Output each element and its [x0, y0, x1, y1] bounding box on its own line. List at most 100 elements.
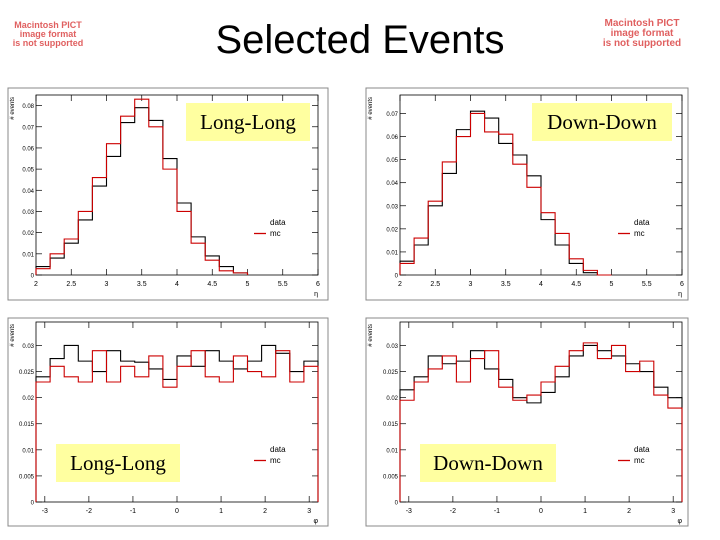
x-tick-label: 2.5 [66, 281, 76, 288]
pict-line-3: is not supported [12, 38, 84, 48]
x-tick-label: 2 [263, 508, 267, 515]
x-axis-label: η [314, 291, 318, 298]
x-tick-label: 2 [398, 281, 402, 288]
y-tick-label: 0.05 [386, 158, 398, 164]
y-tick-label: 0.01 [22, 252, 34, 258]
x-tick-label: 2 [34, 281, 38, 288]
panel-frame [7, 317, 329, 527]
y-tick-label: 0.025 [19, 370, 35, 376]
x-tick-label: -1 [130, 508, 136, 515]
x-axis-label: η [678, 291, 682, 298]
y-axis-label: # events [368, 97, 374, 120]
panel-label-bottom-left: Long-Long [56, 444, 180, 482]
series-mc-line [399, 112, 612, 276]
pict-line-1: Macintosh PICT [604, 18, 680, 29]
y-tick-label: 0.01 [386, 250, 398, 256]
x-tick-label: -3 [42, 508, 48, 515]
x-tick-label: 2 [627, 508, 631, 515]
x-tick-label: 3 [469, 281, 473, 288]
y-tick-label: 0.025 [383, 370, 399, 376]
x-tick-label: 4 [175, 281, 179, 288]
y-tick-label: 0 [395, 274, 399, 280]
legend-label-data: data [270, 445, 286, 454]
pict-placeholder-right: Macintosh PICT image format is not suppo… [582, 19, 702, 49]
x-tick-label: 3 [307, 508, 311, 515]
y-tick-label: 0.015 [19, 422, 35, 428]
x-tick-label: 6 [316, 281, 320, 288]
pict-line-3: is not supported [602, 38, 682, 49]
legend-label-mc: mc [270, 456, 281, 465]
y-tick-label: 0.005 [383, 474, 399, 480]
y-axis-label: # events [10, 324, 16, 347]
y-tick-label: 0.03 [386, 344, 398, 350]
x-axis-label: φ [677, 518, 682, 525]
series-mc-line [35, 350, 319, 502]
x-tick-label: 3 [671, 508, 675, 515]
x-axis-label: φ [313, 518, 318, 525]
x-tick-label: -3 [406, 508, 412, 515]
histogram-panel-4: -3 -2 -1 0 1 2 3 0 0.005 0.01 0.015 0.02 0.025 0.03 φ #… [365, 317, 689, 527]
y-tick-label: 0 [395, 501, 399, 507]
y-tick-label: 0.07 [22, 125, 34, 131]
y-tick-label: 0.01 [22, 448, 34, 454]
x-tick-label: -1 [494, 508, 500, 515]
y-tick-label: 0.03 [22, 210, 34, 216]
x-tick-label: 4 [539, 281, 543, 288]
series-mc-line [35, 98, 249, 275]
x-tick-label: 4.5 [207, 281, 217, 288]
x-tick-label: 3.5 [137, 281, 147, 288]
legend-label-mc: mc [634, 456, 645, 465]
x-tick-label: 5 [246, 281, 250, 288]
y-tick-label: 0.07 [386, 112, 398, 118]
y-tick-label: 0.04 [386, 181, 398, 187]
y-axis-label: # events [10, 97, 16, 120]
y-tick-label: 0.005 [19, 474, 35, 480]
y-tick-label: 0.03 [22, 344, 34, 350]
y-tick-label: 0.03 [386, 204, 398, 210]
legend-label-mc: mc [270, 229, 281, 238]
slide-title: Selected Events [215, 18, 505, 62]
panel-label-bottom-right: Down-Down [420, 444, 556, 482]
x-tick-label: 3.5 [501, 281, 511, 288]
x-tick-label: 5 [610, 281, 614, 288]
y-tick-label: 0 [31, 274, 35, 280]
y-tick-label: 0.02 [22, 231, 34, 237]
x-tick-label: 4.5 [571, 281, 581, 288]
panel-label-top-right: Down-Down [532, 103, 672, 141]
series-mc-line [399, 342, 683, 502]
y-tick-label: 0.02 [386, 227, 398, 233]
y-tick-label: 0.05 [22, 168, 34, 174]
pict-line-1: Macintosh PICT [14, 20, 82, 30]
y-axis-label: # events [368, 324, 374, 347]
panel-frame [365, 317, 689, 527]
y-tick-label: 0.04 [22, 189, 34, 195]
legend-label-data: data [270, 218, 286, 227]
legend-label-data: data [634, 445, 650, 454]
x-tick-label: 5.5 [642, 281, 652, 288]
y-tick-label: 0.06 [386, 135, 398, 141]
x-tick-label: 5.5 [278, 281, 288, 288]
y-tick-label: 0.02 [22, 396, 34, 402]
x-tick-label: 1 [219, 508, 223, 515]
x-tick-label: 0 [539, 508, 543, 515]
x-tick-label: 6 [680, 281, 684, 288]
legend-label-data: data [634, 218, 650, 227]
panel-label-top-left: Long-Long [186, 103, 310, 141]
y-tick-label: 0 [31, 501, 35, 507]
y-tick-label: 0.015 [383, 422, 399, 428]
pict-line-2: image format [610, 28, 674, 39]
x-tick-label: -2 [450, 508, 456, 515]
pict-placeholder-left: Macintosh PICT image format is not suppo… [8, 21, 88, 48]
series-data-line [35, 107, 249, 275]
y-tick-label: 0.06 [22, 146, 34, 152]
pict-line-2: image format [19, 29, 77, 39]
x-tick-label: 1 [583, 508, 587, 515]
y-tick-label: 0.01 [386, 448, 398, 454]
x-tick-label: 0 [175, 508, 179, 515]
x-tick-label: -2 [86, 508, 92, 515]
x-tick-label: 3 [105, 281, 109, 288]
y-tick-label: 0.02 [386, 396, 398, 402]
x-tick-label: 2.5 [430, 281, 440, 288]
histogram-panel-3: -3 -2 -1 0 1 2 3 0 0.005 0.01 0.015 0.02 0.025 0.03 φ #… [7, 317, 329, 527]
